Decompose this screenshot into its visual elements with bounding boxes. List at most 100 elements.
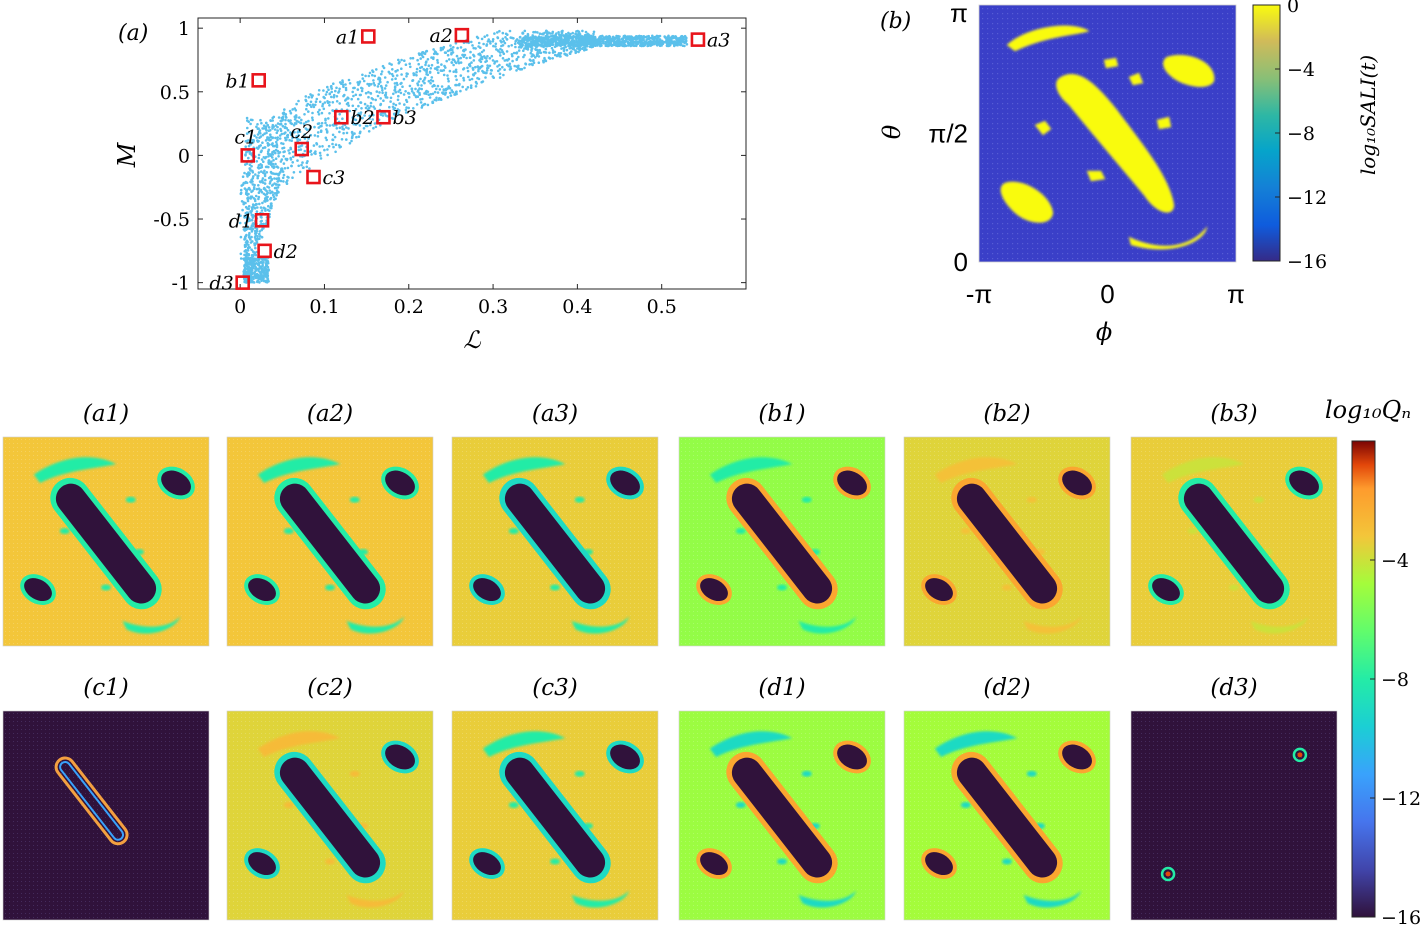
scatter-point [474,66,477,69]
scatter-point [326,148,329,151]
scatter-point [655,41,658,44]
scatter-point [279,137,282,140]
scatter-point [258,171,261,174]
scatter-point [683,41,686,44]
scatter-point [456,55,459,58]
scatter-point [679,44,682,47]
scatter-point [414,88,417,91]
scatter-point [602,38,605,41]
scatter-point [489,65,492,68]
scatter-point [660,44,663,47]
scatter-point [332,146,335,149]
scatter-point [385,84,388,87]
scatter-point [600,36,603,39]
scatter-point [240,253,243,256]
scatter-point [509,30,512,33]
scatter-point [377,85,380,88]
scatter-point [352,95,355,98]
scatter-point [391,78,394,81]
scatter-point [627,41,630,44]
scatter-point [379,97,382,100]
scatter-point [380,73,383,76]
scatter-point [535,45,538,48]
scatter-point [674,35,677,38]
scatter-point [508,58,511,61]
scatter-point [471,44,474,47]
scatter-point [671,36,674,39]
scatter-point [397,59,400,62]
scatter-point [435,97,438,100]
scatter-point [551,47,554,50]
scatter-point [623,40,626,43]
scatter-point [437,72,440,75]
scatter-point [386,81,389,84]
scatter-point [682,37,685,40]
scatter-point [538,61,541,64]
scatter-point [376,90,379,93]
panel-a-label: (a) [118,21,148,46]
scatter-point [357,98,360,101]
scatter-point [645,38,648,41]
scatter-point [648,42,651,45]
scatter-point [509,68,512,71]
scatter-point [676,44,679,47]
scatter-point [443,74,446,77]
scatter-point [674,42,677,45]
scatter-point [338,102,341,105]
scatter-point [640,35,643,38]
scatter-point [397,95,400,98]
scatter-point [467,76,470,79]
scatter-point [606,36,609,39]
scatter-panel: (a) 0 0.1 0.2 0.3 0.4 0.5-1-0.500.51 a1 a2 a3b1… [113,18,746,354]
scatter-point [646,45,649,48]
scatter-point [663,41,666,44]
scatter-point [375,126,378,129]
scatter-point [321,122,324,125]
scatter-point [640,39,643,42]
scatter-point [322,89,325,92]
scatter-point [545,48,548,51]
scatter-point [499,73,502,76]
scatter-point [609,36,612,39]
scatter-point [523,67,526,70]
scatter-point [533,62,536,65]
scatter-point [666,36,669,39]
scatter-point [581,30,584,33]
scatter-point [554,46,557,49]
scatter-point [506,50,509,53]
scatter-point [616,45,619,48]
scatter-point [560,39,563,42]
scatter-point [432,48,435,51]
scatter-point [611,39,614,42]
scatter-point [677,40,680,43]
scatter-point [389,100,392,103]
scatter-point [685,36,688,39]
scatter-point [515,69,518,72]
scatter-point [403,59,406,62]
scatter-point [427,104,430,107]
scatter-point [358,135,361,138]
scatter-point [616,40,619,43]
scatter-point [316,98,319,101]
scatter-point [631,37,634,40]
scatter-point [314,134,317,137]
scatter-point [627,44,630,47]
scatter-point [462,77,465,80]
scatter-point [645,41,648,44]
figure: (a) 0 0.1 0.2 0.3 0.4 0.5-1-0.500.51 a1 a2 a3b1… [0,0,1426,926]
scatter-point [345,138,348,141]
scatter-point [607,38,610,41]
scatter-point [626,35,629,38]
scatter-point [495,43,498,46]
scatter-point [311,116,314,119]
scatter-point [659,40,662,43]
scatter-point [617,37,620,40]
scatter-point [606,41,609,44]
scatter-point [431,76,434,79]
scatter-point [643,43,646,46]
scatter-point [630,44,633,47]
scatter-point [375,68,378,71]
scatter-point [623,35,626,38]
scatter-point [602,40,605,43]
scatter-point [657,35,660,38]
